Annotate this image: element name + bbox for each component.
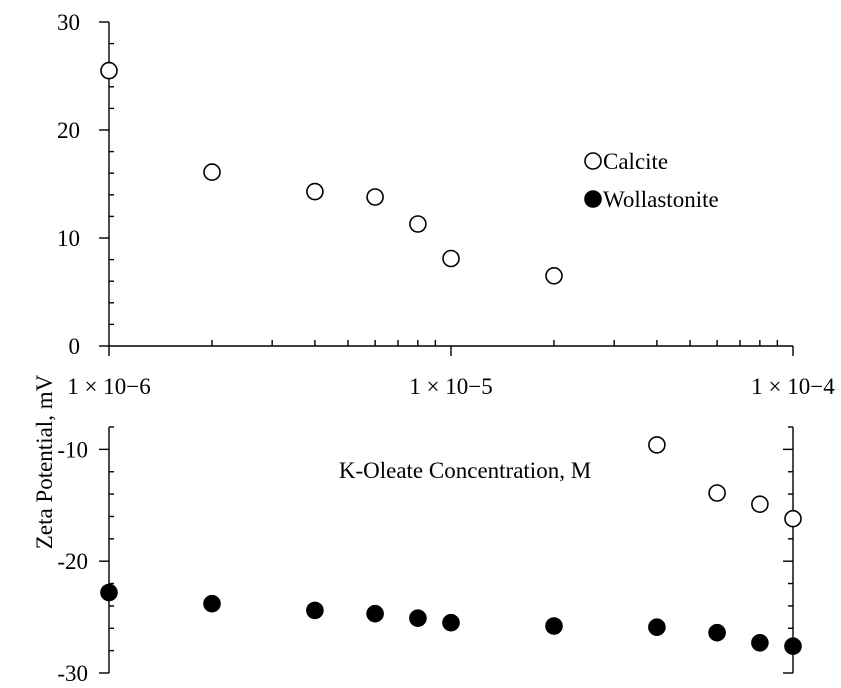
x-tick-label: 1 × 10−4: [751, 374, 835, 399]
legend: Calcite Wollastonite: [584, 149, 719, 212]
legend-label-wollastonite: Wollastonite: [603, 187, 719, 212]
calcite-data-point: [545, 266, 563, 285]
calcite-data-point: [784, 509, 802, 528]
data-points-group: [100, 61, 802, 656]
wollastonite-data-point: [409, 609, 427, 628]
wollastonite-data-point: [784, 637, 802, 656]
wollastonite-data-point: [648, 618, 666, 637]
calcite-data-point: [409, 215, 427, 233]
calcite-data-point: [203, 163, 221, 181]
calcite-data-point: [442, 249, 460, 268]
wollastonite-data-point: [100, 583, 118, 602]
lower-y-tick-label: -10: [57, 437, 88, 462]
x-tick-label: 1 × 10−6: [67, 374, 150, 399]
y-axis-title: Zeta Potential, mV: [32, 374, 57, 549]
legend-marker-wollastonite: [584, 190, 602, 208]
wollastonite-data-point: [442, 613, 460, 632]
lower-y-tick-label: -20: [57, 549, 88, 574]
upper-y-tick-label: 10: [57, 226, 80, 251]
calcite-data-point: [708, 484, 726, 502]
legend-marker-calcite: [584, 152, 602, 170]
x-axis-title: K-Oleate Concentration, M: [339, 458, 591, 483]
wollastonite-data-point: [545, 617, 563, 635]
x-tick-label: 1 × 10−5: [409, 374, 492, 399]
upper-y-tick-label: 20: [57, 118, 80, 143]
wollastonite-data-point: [306, 601, 324, 620]
upper-y-tick-label: 30: [57, 10, 80, 35]
calcite-data-point: [306, 182, 324, 201]
calcite-data-point: [366, 188, 384, 206]
wollastonite-data-point: [708, 623, 726, 642]
calcite-data-point: [751, 495, 769, 514]
lower-y-tick-label: -30: [57, 661, 88, 686]
wollastonite-data-point: [203, 594, 221, 613]
ticks-group: [99, 21, 794, 674]
tick-labels-group: 0 10 20 30 -10 -20 -30 1 × 10−6 1 × 10−5 1 × 10−4: [57, 10, 835, 686]
calcite-data-point: [100, 61, 118, 80]
wollastonite-data-point: [751, 633, 769, 652]
upper-y-tick-label: 0: [69, 334, 81, 359]
wollastonite-data-point: [366, 604, 384, 623]
legend-label-calcite: Calcite: [603, 149, 668, 174]
calcite-data-point: [648, 436, 666, 454]
